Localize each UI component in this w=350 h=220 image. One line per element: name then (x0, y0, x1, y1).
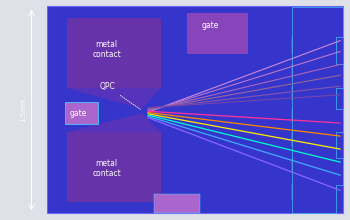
Bar (47, 6, 343, 213)
Text: metal
contact: metal contact (92, 159, 121, 178)
Text: metal
contact: metal contact (92, 40, 121, 59)
Bar (292, 87, 336, 100)
Bar (187, 13, 248, 54)
Text: gate: gate (201, 21, 219, 30)
Bar (154, 194, 199, 213)
Bar (292, 185, 336, 199)
Text: QPC: QPC (100, 82, 140, 110)
Bar (292, 132, 336, 146)
Bar (66, 18, 161, 88)
Bar (66, 132, 161, 202)
Text: gate: gate (70, 109, 88, 118)
Bar (292, 64, 336, 78)
Polygon shape (66, 113, 161, 132)
Polygon shape (292, 7, 343, 213)
Bar (292, 109, 336, 122)
Bar (65, 102, 98, 124)
Bar (292, 37, 336, 54)
Bar (292, 158, 336, 173)
Text: 1.5mm: 1.5mm (20, 98, 26, 122)
Polygon shape (66, 88, 161, 109)
